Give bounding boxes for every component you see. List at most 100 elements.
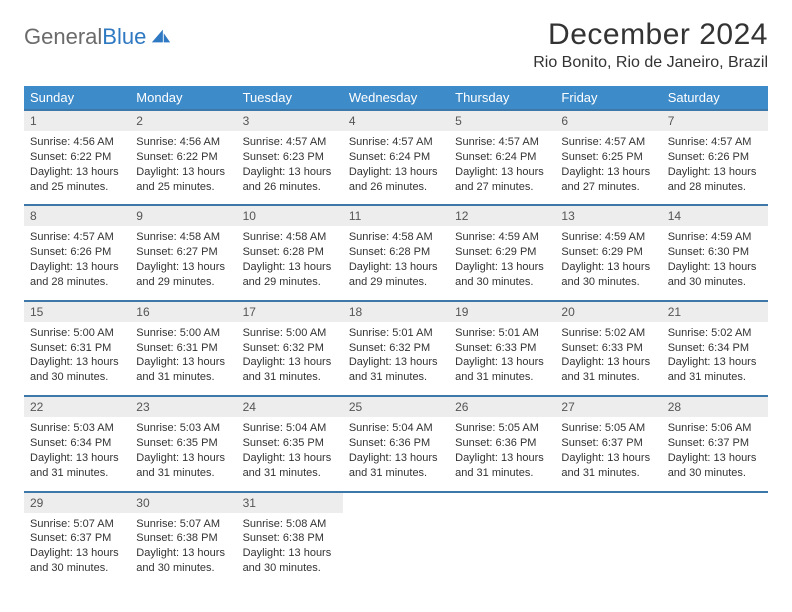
- day-content-cell: Sunrise: 4:57 AMSunset: 6:23 PMDaylight:…: [237, 131, 343, 205]
- day-number-cell: 3: [237, 110, 343, 131]
- daylight-text-line1: Daylight: 13 hours: [136, 165, 230, 180]
- sunrise-text: Sunrise: 4:56 AM: [136, 135, 230, 150]
- day-content-row: Sunrise: 5:07 AMSunset: 6:37 PMDaylight:…: [24, 513, 768, 586]
- sunset-text: Sunset: 6:28 PM: [243, 245, 337, 260]
- weekday-header-row: Sunday Monday Tuesday Wednesday Thursday…: [24, 86, 768, 110]
- day-number-cell: 20: [555, 301, 661, 322]
- day-number-cell: 11: [343, 205, 449, 226]
- sunset-text: Sunset: 6:34 PM: [668, 341, 762, 356]
- weekday-header: Friday: [555, 86, 661, 110]
- sunrise-text: Sunrise: 4:58 AM: [349, 230, 443, 245]
- day-number-cell: 6: [555, 110, 661, 131]
- brand-sail-icon: [150, 27, 172, 45]
- daylight-text-line1: Daylight: 13 hours: [243, 451, 337, 466]
- day-content-cell: Sunrise: 4:57 AMSunset: 6:25 PMDaylight:…: [555, 131, 661, 205]
- day-content-cell: Sunrise: 4:57 AMSunset: 6:26 PMDaylight:…: [24, 226, 130, 300]
- day-number-cell: 10: [237, 205, 343, 226]
- daylight-text-line2: and 26 minutes.: [243, 180, 337, 195]
- weekday-header: Tuesday: [237, 86, 343, 110]
- brand-text-blue: Blue: [102, 24, 146, 50]
- day-number-cell: 9: [130, 205, 236, 226]
- daylight-text-line1: Daylight: 13 hours: [349, 355, 443, 370]
- sunrise-text: Sunrise: 5:04 AM: [349, 421, 443, 436]
- day-number-cell: 26: [449, 396, 555, 417]
- day-number-cell: 28: [662, 396, 768, 417]
- sunrise-text: Sunrise: 4:59 AM: [455, 230, 549, 245]
- weekday-header: Wednesday: [343, 86, 449, 110]
- sunset-text: Sunset: 6:36 PM: [455, 436, 549, 451]
- page-header: GeneralBlue December 2024 Rio Bonito, Ri…: [24, 18, 768, 72]
- day-content-cell: Sunrise: 5:07 AMSunset: 6:37 PMDaylight:…: [24, 513, 130, 586]
- sunset-text: Sunset: 6:37 PM: [561, 436, 655, 451]
- sunset-text: Sunset: 6:28 PM: [349, 245, 443, 260]
- daylight-text-line2: and 31 minutes.: [243, 370, 337, 385]
- sunset-text: Sunset: 6:25 PM: [561, 150, 655, 165]
- day-number-cell: 8: [24, 205, 130, 226]
- day-number-cell: 13: [555, 205, 661, 226]
- month-title: December 2024: [533, 18, 768, 52]
- sunset-text: Sunset: 6:29 PM: [561, 245, 655, 260]
- day-content-cell: Sunrise: 4:59 AMSunset: 6:29 PMDaylight:…: [449, 226, 555, 300]
- calendar-table: Sunday Monday Tuesday Wednesday Thursday…: [24, 86, 768, 586]
- day-number-cell: 27: [555, 396, 661, 417]
- day-number-cell: [449, 492, 555, 513]
- brand-text-gray: General: [24, 24, 102, 50]
- day-content-cell: Sunrise: 4:57 AMSunset: 6:24 PMDaylight:…: [343, 131, 449, 205]
- daylight-text-line1: Daylight: 13 hours: [243, 165, 337, 180]
- day-number-cell: 24: [237, 396, 343, 417]
- day-content-cell: Sunrise: 4:59 AMSunset: 6:29 PMDaylight:…: [555, 226, 661, 300]
- daylight-text-line2: and 30 minutes.: [30, 370, 124, 385]
- sunset-text: Sunset: 6:32 PM: [243, 341, 337, 356]
- sunrise-text: Sunrise: 5:01 AM: [455, 326, 549, 341]
- sunrise-text: Sunrise: 4:59 AM: [561, 230, 655, 245]
- sunset-text: Sunset: 6:34 PM: [30, 436, 124, 451]
- sunrise-text: Sunrise: 5:03 AM: [136, 421, 230, 436]
- day-content-cell: Sunrise: 4:56 AMSunset: 6:22 PMDaylight:…: [130, 131, 236, 205]
- day-number-cell: 21: [662, 301, 768, 322]
- sunset-text: Sunset: 6:27 PM: [136, 245, 230, 260]
- day-content-cell: Sunrise: 4:57 AMSunset: 6:24 PMDaylight:…: [449, 131, 555, 205]
- daylight-text-line2: and 25 minutes.: [30, 180, 124, 195]
- day-content-cell: Sunrise: 5:02 AMSunset: 6:33 PMDaylight:…: [555, 322, 661, 396]
- day-number-row: 15161718192021: [24, 301, 768, 322]
- day-number-cell: 17: [237, 301, 343, 322]
- day-content-cell: Sunrise: 5:02 AMSunset: 6:34 PMDaylight:…: [662, 322, 768, 396]
- daylight-text-line1: Daylight: 13 hours: [30, 451, 124, 466]
- sunset-text: Sunset: 6:37 PM: [668, 436, 762, 451]
- day-content-cell: Sunrise: 5:04 AMSunset: 6:36 PMDaylight:…: [343, 417, 449, 491]
- sunrise-text: Sunrise: 5:04 AM: [243, 421, 337, 436]
- day-content-cell: Sunrise: 5:05 AMSunset: 6:37 PMDaylight:…: [555, 417, 661, 491]
- weekday-header: Saturday: [662, 86, 768, 110]
- daylight-text-line1: Daylight: 13 hours: [349, 451, 443, 466]
- daylight-text-line1: Daylight: 13 hours: [30, 165, 124, 180]
- daylight-text-line1: Daylight: 13 hours: [668, 355, 762, 370]
- sunset-text: Sunset: 6:35 PM: [243, 436, 337, 451]
- day-number-row: 891011121314: [24, 205, 768, 226]
- daylight-text-line2: and 30 minutes.: [668, 466, 762, 481]
- sunset-text: Sunset: 6:31 PM: [30, 341, 124, 356]
- sunrise-text: Sunrise: 4:57 AM: [30, 230, 124, 245]
- title-block: December 2024 Rio Bonito, Rio de Janeiro…: [533, 18, 768, 72]
- day-content-cell: Sunrise: 4:58 AMSunset: 6:27 PMDaylight:…: [130, 226, 236, 300]
- day-content-cell: Sunrise: 5:03 AMSunset: 6:34 PMDaylight:…: [24, 417, 130, 491]
- daylight-text-line2: and 30 minutes.: [561, 275, 655, 290]
- sunrise-text: Sunrise: 5:07 AM: [30, 517, 124, 532]
- day-content-cell: Sunrise: 5:01 AMSunset: 6:33 PMDaylight:…: [449, 322, 555, 396]
- sunrise-text: Sunrise: 5:06 AM: [668, 421, 762, 436]
- day-number-cell: 31: [237, 492, 343, 513]
- sunrise-text: Sunrise: 4:57 AM: [561, 135, 655, 150]
- day-content-cell: Sunrise: 5:06 AMSunset: 6:37 PMDaylight:…: [662, 417, 768, 491]
- daylight-text-line2: and 30 minutes.: [30, 561, 124, 576]
- daylight-text-line2: and 31 minutes.: [136, 466, 230, 481]
- daylight-text-line2: and 31 minutes.: [455, 370, 549, 385]
- sunrise-text: Sunrise: 5:05 AM: [455, 421, 549, 436]
- sunset-text: Sunset: 6:38 PM: [136, 531, 230, 546]
- daylight-text-line1: Daylight: 13 hours: [668, 165, 762, 180]
- sunset-text: Sunset: 6:32 PM: [349, 341, 443, 356]
- calendar-page: GeneralBlue December 2024 Rio Bonito, Ri…: [0, 0, 792, 604]
- sunrise-text: Sunrise: 5:00 AM: [136, 326, 230, 341]
- day-content-cell: Sunrise: 4:58 AMSunset: 6:28 PMDaylight:…: [237, 226, 343, 300]
- sunset-text: Sunset: 6:37 PM: [30, 531, 124, 546]
- day-content-cell: Sunrise: 5:01 AMSunset: 6:32 PMDaylight:…: [343, 322, 449, 396]
- day-number-cell: 16: [130, 301, 236, 322]
